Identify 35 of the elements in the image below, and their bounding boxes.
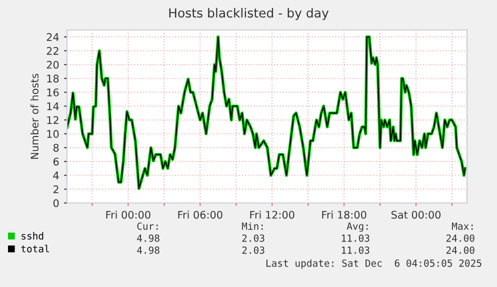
x-tick-label: Sat 00:00 bbox=[392, 210, 441, 219]
y-tick-label: 10 bbox=[47, 130, 59, 138]
y-tick-label: 22 bbox=[46, 46, 58, 55]
y-tick-label: 8 bbox=[53, 144, 59, 152]
y-tick-label: 0 bbox=[53, 199, 59, 208]
text: Avg: bbox=[346, 222, 368, 232]
x-tick-label: Fri 12:00 bbox=[250, 210, 294, 219]
text: Last update: Sat Dec 6 04:05:05 2025 bbox=[266, 259, 482, 269]
y-tick-label: 14 bbox=[47, 102, 59, 110]
text: Max: bbox=[452, 222, 473, 230]
y-axis-title: Number of hosts bbox=[30, 74, 39, 159]
text: 11.03 bbox=[342, 234, 370, 242]
y-tick-label: 20 bbox=[46, 60, 59, 69]
y-tick-label: 2 bbox=[53, 185, 58, 194]
x-tick-label: Fri 18:00 bbox=[322, 210, 366, 219]
text: 4.98 bbox=[137, 234, 160, 242]
legend-label: total bbox=[21, 244, 49, 252]
text: 4.98 bbox=[137, 246, 160, 254]
text: 2.03 bbox=[242, 246, 264, 254]
text: 11.03 bbox=[342, 246, 370, 254]
x-tick-label: Fri 00:00 bbox=[106, 210, 150, 219]
text: 24.00 bbox=[446, 234, 474, 242]
y-tick-label: 12 bbox=[47, 116, 58, 124]
text: Cur: bbox=[137, 222, 158, 230]
x-tick-label: Fri 06:00 bbox=[178, 210, 222, 219]
text: 2.03 bbox=[242, 234, 264, 242]
chart-title: Hosts blacklisted - by day bbox=[169, 8, 329, 20]
text: Min: bbox=[242, 222, 263, 230]
y-tick-label: 18 bbox=[47, 74, 59, 83]
y-tick-label: 4 bbox=[53, 172, 59, 180]
text: 24.00 bbox=[446, 246, 474, 254]
y-tick-label: 24 bbox=[46, 33, 59, 41]
y-tick-label: 6 bbox=[53, 158, 59, 166]
y-tick-label: 16 bbox=[47, 88, 59, 96]
legend-label: sshd bbox=[22, 232, 44, 240]
